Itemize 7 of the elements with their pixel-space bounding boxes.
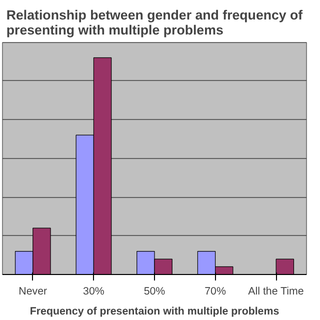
x-tick-label: 50%: [144, 286, 166, 298]
x-tick-label: 30%: [83, 286, 105, 298]
x-tick-label: Never: [18, 286, 48, 298]
x-axis-title: Frequency of presentaion with multiple problems: [30, 306, 280, 318]
x-tick-label: All the Time: [248, 286, 304, 298]
chart-title: Relationship between gender and frequency of presenting with multiple problems: [6, 8, 304, 38]
x-tick-label: 70%: [204, 286, 226, 298]
